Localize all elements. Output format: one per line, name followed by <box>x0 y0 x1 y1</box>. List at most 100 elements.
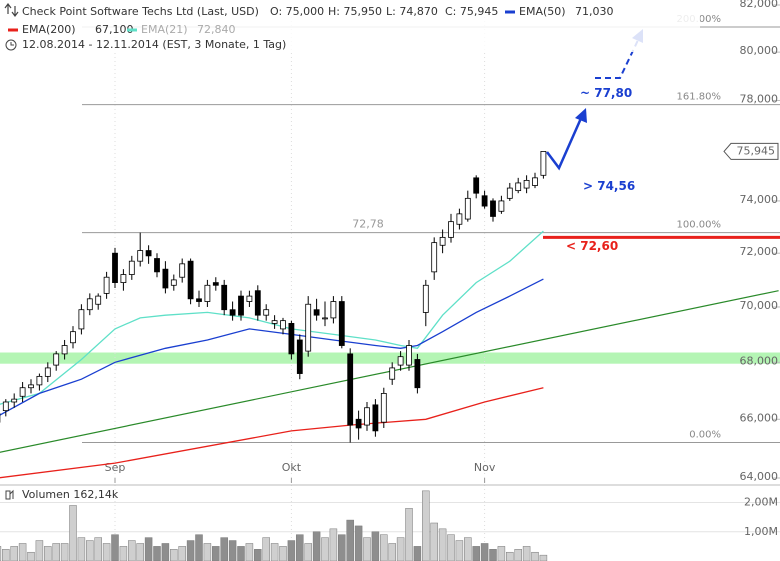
volume-bar <box>170 549 178 561</box>
candle-body <box>305 303 312 352</box>
candle-body <box>288 323 295 355</box>
candle-body <box>128 260 135 275</box>
volume-bar <box>136 543 144 561</box>
volume-bar <box>86 540 94 561</box>
candle-body <box>271 320 278 324</box>
candle-body <box>162 268 169 289</box>
clock-hands <box>10 42 14 46</box>
volume-bar <box>522 546 531 561</box>
candle-body <box>397 356 404 366</box>
legend-label: EMA(200) <box>22 23 76 36</box>
candle-body <box>137 250 144 262</box>
volume-bar <box>262 537 270 561</box>
volume-bar <box>161 543 170 561</box>
candle-body <box>229 309 236 316</box>
volume-bar <box>203 543 212 561</box>
candle-body <box>145 250 152 257</box>
candle-body <box>196 298 202 302</box>
last-price-box <box>723 142 779 160</box>
volume-tick-label: 1,00M <box>744 525 778 538</box>
candle-body <box>422 284 429 313</box>
volume-bar <box>287 540 296 561</box>
main-layer <box>0 151 779 561</box>
y-tick-label: 70,000 <box>740 299 779 312</box>
volume-bar <box>506 551 514 561</box>
volume-bar <box>413 546 422 561</box>
volume-bar <box>447 534 455 561</box>
candle-body <box>338 301 345 346</box>
candle-body <box>364 407 370 426</box>
y-tick-label: 74,000 <box>740 193 779 206</box>
volume-bar <box>77 537 86 561</box>
x-tick-label: Nov <box>474 461 496 474</box>
fib-label: 0.00% <box>689 430 721 441</box>
fib-label: 100.00% <box>677 220 722 231</box>
candle-body <box>263 309 270 316</box>
volume-bar <box>422 490 430 561</box>
annotation: ~ 77,80 <box>580 86 632 100</box>
volume-bar <box>212 546 220 561</box>
title: Check Point Software Techs Ltd (Last, US… <box>22 5 259 18</box>
volume-bar <box>329 528 338 561</box>
volume-bar <box>480 543 489 561</box>
candle-body <box>44 367 51 377</box>
projection-arrow <box>546 115 584 171</box>
candle-body <box>212 282 219 286</box>
candle-body <box>498 200 505 212</box>
volume-bar <box>354 525 363 561</box>
ohlc-label: C: 75,945 <box>445 5 498 18</box>
legend-value: 67,100 <box>95 23 134 36</box>
volume-title: Volumen 162,14k <box>22 488 119 501</box>
volume-bar <box>489 549 497 561</box>
legend-label: EMA(21) <box>141 23 188 36</box>
y-tick-label: 82,000 <box>740 0 779 10</box>
candle-body <box>254 290 261 316</box>
candle-body <box>120 274 127 283</box>
candle-body <box>95 295 102 305</box>
volume-bar <box>2 549 10 561</box>
candle-body <box>187 260 194 300</box>
annotation: 72,78 <box>352 218 384 231</box>
candle-body <box>170 279 177 286</box>
volume-bar <box>94 537 102 561</box>
candle-body <box>179 263 186 278</box>
volume-bar <box>531 551 539 561</box>
candle-body <box>515 182 522 192</box>
y-tick-label: 66,000 <box>740 411 779 424</box>
candle-body <box>431 242 438 273</box>
front-layer: Check Point Software Techs Ltd (Last, US… <box>0 0 780 538</box>
volume-bar <box>405 508 413 561</box>
volume-bar <box>237 546 245 561</box>
volume-bar <box>312 531 321 561</box>
header-backdrop <box>0 0 700 52</box>
candle-body <box>61 345 68 355</box>
volume-bar <box>396 537 405 561</box>
candle-body <box>448 221 454 238</box>
volume-bar <box>111 534 119 561</box>
subtitle: 12.08.2014 - 12.11.2014 (EST, 3 Monate, … <box>22 38 286 51</box>
y-tick-label: 64,000 <box>740 470 779 483</box>
volume-bar <box>10 546 18 561</box>
volume-bar <box>0 546 2 561</box>
volume-bar <box>514 549 522 561</box>
candle-body <box>238 295 244 316</box>
candle-body <box>330 301 337 319</box>
ema-line <box>0 278 544 416</box>
candle-body <box>523 179 530 189</box>
y-tick-label: 68,000 <box>740 354 779 367</box>
candle-body <box>2 401 9 412</box>
candle-body <box>347 353 354 426</box>
candle-body <box>355 418 362 429</box>
ohlc-label: L: 74,870 <box>386 5 438 18</box>
volume-bar <box>44 546 52 561</box>
candle-body <box>473 177 480 194</box>
candle-body <box>112 252 118 283</box>
volume-bar <box>338 534 346 561</box>
legend-value: 72,840 <box>197 23 236 36</box>
volume-bar <box>18 543 27 561</box>
volume-bar <box>195 534 203 561</box>
volume-bar <box>455 540 464 561</box>
ohlc-label: O: 75,000 <box>270 5 324 18</box>
